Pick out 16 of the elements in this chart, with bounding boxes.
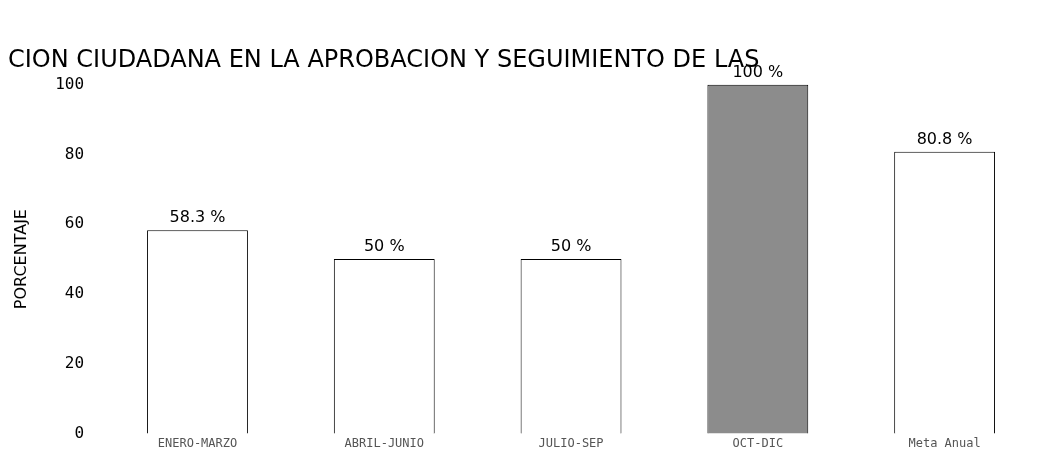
y-tick-label: 60 bbox=[64, 213, 85, 233]
x-tick-label: ABRIL-JUNIO bbox=[344, 435, 425, 450]
x-tick-label: Meta Anual bbox=[908, 435, 981, 450]
x-tick-label: OCT-DIC bbox=[732, 435, 784, 450]
data-label: 50 % bbox=[550, 236, 592, 256]
y-tick-label: 20 bbox=[64, 352, 85, 372]
data-label: 80.8 % bbox=[916, 128, 973, 148]
data-label: 58.3 % bbox=[169, 207, 226, 227]
y-tick-label: 40 bbox=[64, 283, 85, 303]
y-tick-label: 0 bbox=[74, 422, 85, 442]
y-tick-label: 100 bbox=[55, 73, 85, 93]
data-label: 50 % bbox=[363, 236, 405, 256]
x-tick-label: JULIO-SEP bbox=[538, 435, 604, 450]
y-axis-title: PORCENTAJE bbox=[10, 209, 30, 310]
x-tick-label: ENERO-MARZO bbox=[157, 435, 238, 450]
y-tick-label: 80 bbox=[64, 143, 85, 163]
